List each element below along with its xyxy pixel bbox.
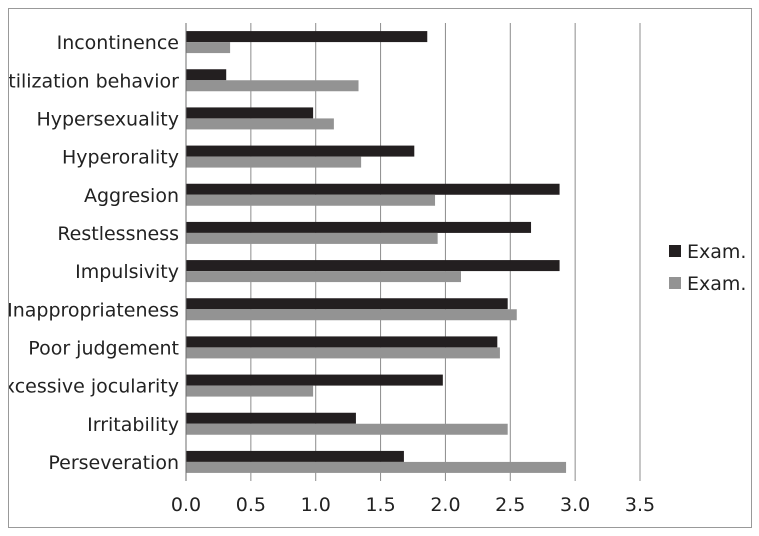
bar-exam-2-impulsivity	[186, 260, 560, 272]
bar-exam-1-restlessness	[186, 232, 438, 244]
legend-swatch	[669, 245, 681, 257]
gridlines	[250, 23, 641, 481]
bar-exam-2-utilization-behavior	[186, 69, 227, 81]
x-tick-label: 1.0	[301, 494, 331, 516]
bars	[186, 31, 567, 473]
category-label: Restlessness	[57, 223, 179, 245]
chart-frame: Perseveration Irritability Excessive jocul…	[8, 8, 753, 528]
category-label: Perseveration	[48, 452, 179, 474]
bar-exam-1-hyperorality	[186, 156, 362, 168]
legend-label: Exam. 1	[687, 273, 753, 295]
bar-exam-1-hypersexuality	[186, 118, 334, 130]
bar-exam-1-irritability	[186, 423, 508, 435]
legend-label: Exam. 2	[687, 241, 753, 263]
x-tick-label: 3.5	[625, 494, 655, 516]
legend: Exam. 2 Exam. 1	[669, 241, 753, 295]
category-label: Poor judgement	[28, 337, 179, 359]
bar-exam-1-poor-judgement	[186, 347, 500, 359]
bar-exam-2-poor-judgement	[186, 336, 498, 348]
bar-exam-1-impulsivity	[186, 271, 461, 283]
bar-exam-1-aggresion	[186, 194, 436, 206]
x-tick-label: 0.5	[236, 494, 266, 516]
x-tick-label: 0.0	[171, 494, 201, 516]
bar-exam-2-inappropriateness	[186, 298, 508, 310]
bar-exam-2-hyperorality	[186, 145, 415, 157]
bar-exam-2-perseveration	[186, 450, 404, 462]
category-label: Inappropriateness	[9, 299, 179, 321]
bar-exam-1-inappropriateness	[186, 309, 517, 321]
bar-exam-1-incontinence	[186, 42, 231, 54]
bar-exam-2-excessive-jocularity	[186, 374, 443, 386]
category-label: Aggresion	[84, 185, 179, 207]
x-tick-labels: 0.0 0.5 1.0 1.5 2.0 2.5 3.0 3.5	[171, 494, 655, 516]
bar-exam-2-irritability	[186, 412, 356, 424]
category-label: Utilization behavior	[9, 70, 179, 92]
x-tick-label: 1.5	[365, 494, 395, 516]
category-label: Irritability	[87, 414, 179, 436]
x-tick-label: 3.0	[560, 494, 590, 516]
bar-chart: Perseveration Irritability Excessive jocul…	[9, 23, 753, 516]
bar-exam-2-hypersexuality	[186, 107, 314, 119]
x-tick-label: 2.5	[495, 494, 525, 516]
bar-exam-1-perseveration	[186, 461, 567, 473]
legend-swatch	[669, 277, 681, 289]
x-tick-label: 2.0	[430, 494, 460, 516]
bar-exam-2-incontinence	[186, 31, 428, 43]
bar-exam-2-aggresion	[186, 183, 560, 195]
category-label: Hyperorality	[62, 147, 179, 169]
bar-exam-2-restlessness	[186, 221, 532, 233]
category-label: Impulsivity	[75, 261, 179, 283]
category-label: Incontinence	[57, 32, 179, 54]
bar-exam-1-utilization-behavior	[186, 80, 359, 92]
category-label: Hypersexuality	[36, 108, 179, 130]
category-labels: Perseveration Irritability Excessive jocul…	[9, 32, 179, 474]
bar-exam-1-excessive-jocularity	[186, 385, 314, 397]
category-label: Excessive jocularity	[9, 376, 179, 398]
